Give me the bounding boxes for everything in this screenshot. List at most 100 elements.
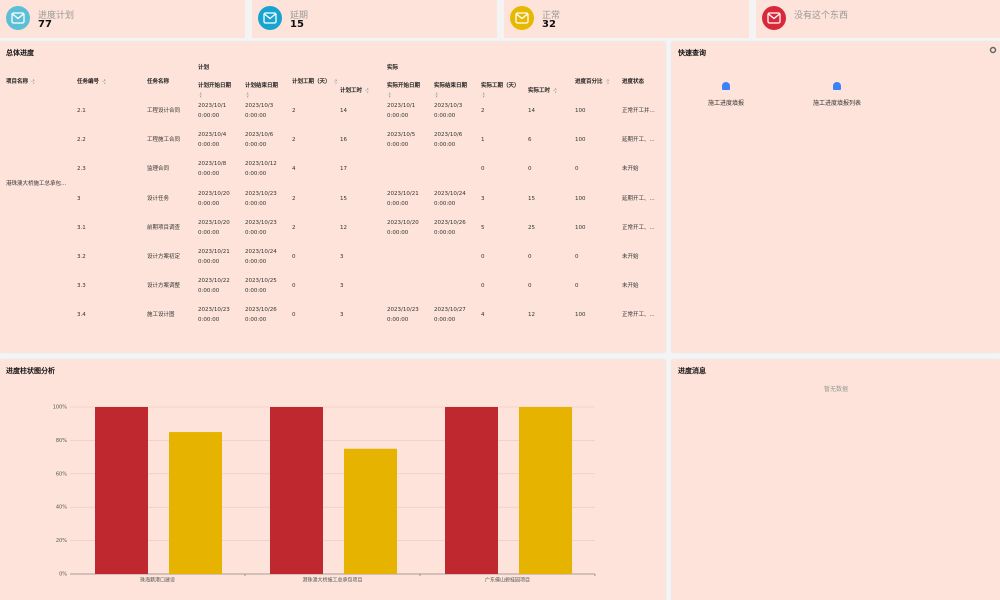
sort-icon[interactable] — [387, 92, 391, 98]
group-header: 计划 — [198, 65, 210, 71]
table-cell: 2023/10/26 0:00:00 — [245, 307, 277, 324]
quick-link[interactable]: 施工进度填报 — [707, 100, 744, 107]
table-cell: 未开始 — [622, 283, 639, 290]
table-cell: 2.1 — [77, 108, 86, 114]
table-cell: 2023/10/3 0:00:00 — [245, 103, 274, 119]
table-cell: 2 — [292, 108, 296, 114]
table-cell: 2023/10/12 0:00:00 — [245, 161, 277, 178]
column-header[interactable]: 进度百分比 — [575, 77, 610, 85]
column-header[interactable]: 计划结束日期 — [245, 81, 278, 98]
table-cell: 0 — [292, 283, 296, 290]
column-header[interactable]: 计划工时 — [340, 86, 370, 94]
column-header[interactable]: 任务编号 — [77, 77, 107, 85]
progress-panel: 总体进度 计划 实际 项目名称 任务编号 任务名称 计划开始日期 计划结束日期 计划工期（天）… — [0, 42, 665, 352]
table-cell: 工程设计合同 — [147, 108, 181, 114]
card-icon — [762, 6, 786, 30]
table-cell: 2023/10/23 0:00:00 — [387, 307, 419, 324]
empty-text: 暂无数据 — [823, 386, 848, 393]
table-cell: 2 — [481, 108, 485, 114]
table-cell: 设计方案初定 — [147, 254, 181, 260]
sort-icon[interactable] — [245, 92, 249, 98]
table-cell: 2023/10/23 0:00:00 — [198, 307, 230, 324]
table-cell: 0 — [528, 254, 532, 260]
envelope — [515, 12, 529, 24]
sort-icon[interactable] — [605, 78, 610, 85]
column-header[interactable]: 计划工期（天） — [292, 77, 338, 85]
table-cell: 0 — [575, 166, 579, 173]
table-cell: 未开始 — [622, 166, 639, 173]
table-cell: 2023/10/20 0:00:00 — [387, 219, 419, 236]
table-cell: 延期开工、... — [622, 137, 655, 144]
column-header[interactable]: 实际开始日期 — [387, 81, 420, 98]
bar — [95, 407, 148, 574]
sort-icon[interactable] — [434, 92, 438, 98]
table-cell: 100 — [575, 108, 586, 114]
table-cell: 4 — [481, 312, 485, 319]
table-cell: 16 — [340, 137, 347, 144]
table-cell: 2023/10/4 0:00:00 — [198, 132, 227, 149]
column-header[interactable]: 进度状态 — [622, 79, 645, 85]
sort-icon[interactable] — [481, 92, 485, 98]
table-cell: 3.4 — [77, 312, 86, 319]
panel-title: 进度消息 — [678, 367, 706, 375]
column-header[interactable]: 实际工期（天） — [481, 81, 520, 98]
table-cell: 5 — [481, 224, 485, 231]
table-cell: 延期开工、... — [622, 195, 655, 202]
column-header[interactable]: 实际结束日期 — [434, 81, 467, 98]
table-cell: 0 — [528, 283, 532, 290]
sort-icon[interactable] — [198, 92, 202, 98]
table-cell: 2023/10/24 0:00:00 — [434, 190, 466, 207]
column-header[interactable]: 任务名称 — [147, 79, 170, 85]
card-label: 正常 — [542, 11, 561, 21]
table-cell: 2023/10/8 0:00:00 — [198, 161, 227, 178]
table-cell: 设计方案调整 — [147, 283, 181, 290]
sort-icon[interactable] — [365, 87, 370, 94]
messages-panel: 进度消息 暂无数据 — [672, 360, 1000, 600]
y-tick-label: 0% — [59, 572, 67, 578]
table-cell: 100 — [575, 137, 586, 144]
table-cell: 6 — [528, 137, 532, 144]
project-name: 港珠澳大桥施工总承包... — [6, 181, 67, 187]
group-header: 实际 — [387, 65, 399, 71]
table-cell: 工程施工合同 — [147, 137, 181, 144]
stat-card[interactable]: 正常 32 — [504, 0, 749, 38]
table-cell: 3 — [481, 195, 485, 202]
card-icon — [6, 6, 30, 30]
table-cell: 施工设计图 — [147, 312, 175, 319]
bell-icon — [833, 82, 841, 90]
column-header[interactable]: 计划开始日期 — [198, 81, 231, 98]
table-cell: 2023/10/3 0:00:00 — [434, 103, 463, 119]
stat-card[interactable]: 进度计划 77 — [0, 0, 245, 38]
x-tick-label: 港珠澳大桥施工总承包项目 — [302, 577, 362, 584]
sort-icon[interactable] — [31, 78, 36, 85]
column-header[interactable]: 实际工时 — [528, 86, 558, 94]
column-header[interactable]: 项目名称 — [6, 77, 36, 85]
table-cell: 0 — [575, 283, 579, 290]
table-cell: 100 — [575, 312, 586, 319]
stat-card[interactable]: 延期 15 — [252, 0, 497, 38]
stat-card[interactable]: 没有这个东西 — [756, 0, 1000, 38]
y-tick-label: 40% — [56, 505, 67, 511]
table-cell: 0 — [481, 166, 485, 173]
panel-title: 快速查询 — [678, 49, 706, 57]
sort-icon[interactable] — [333, 78, 338, 85]
table-cell: 100 — [575, 195, 586, 202]
table-cell: 3.3 — [77, 283, 86, 290]
table-cell: 0 — [528, 166, 532, 173]
settings-icon[interactable] — [989, 46, 997, 54]
table-cell: 2023/10/25 0:00:00 — [245, 278, 277, 295]
sort-icon[interactable] — [553, 87, 558, 94]
quick-link[interactable]: 施工进度填报列表 — [812, 100, 861, 107]
quick-panel: 快速查询 施工进度填报 施工进度填报列表 — [672, 42, 1000, 352]
table-cell: 2023/10/22 0:00:00 — [198, 278, 230, 295]
table-cell: 正常开工、... — [622, 224, 655, 231]
sort-icon[interactable] — [102, 78, 107, 85]
table-cell: 2 — [292, 224, 296, 231]
table-cell: 2 — [292, 137, 296, 144]
bar — [445, 407, 498, 574]
bell-icon — [722, 82, 730, 90]
table-cell: 3 — [340, 283, 344, 290]
table-cell: 0 — [292, 312, 296, 319]
table-cell: 1 — [481, 137, 485, 144]
table-cell: 0 — [481, 254, 485, 260]
